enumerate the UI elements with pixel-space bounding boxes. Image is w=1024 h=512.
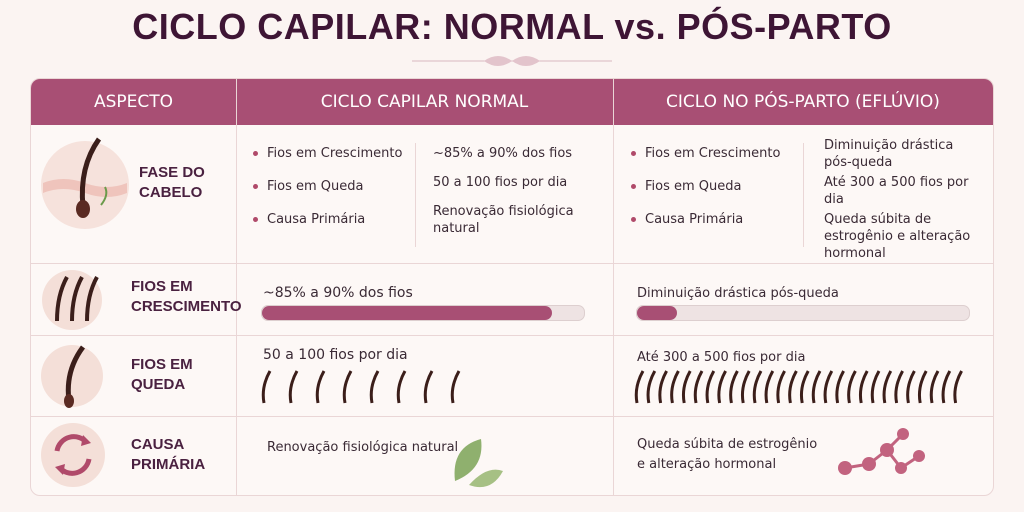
cell-text: 50 a 100 fios por dia <box>263 347 408 363</box>
item: Causa Primária <box>631 211 801 228</box>
hair <box>315 370 326 404</box>
cell-text: Até 300 a 500 fios por dia <box>637 350 806 365</box>
cell-text: ~85% a 90% dos fios <box>263 285 413 301</box>
hair <box>835 370 845 404</box>
cell-text: Queda súbita de estrogênio e alteração h… <box>637 437 818 472</box>
hair <box>288 370 299 404</box>
hair <box>870 370 881 404</box>
hair-strands <box>634 370 963 404</box>
header: ASPECTO <box>31 79 236 125</box>
item: Causa Primária <box>253 211 423 228</box>
items: Fios em Crescimento Fios em Queda Causa Pr… <box>631 145 801 244</box>
cell-text: Diminuição drástica pós-queda <box>637 286 839 301</box>
progress-fill <box>262 306 552 320</box>
icon-molecule <box>838 428 925 475</box>
item: Fios em Crescimento <box>253 145 423 162</box>
divider <box>412 56 612 66</box>
icon-fall <box>41 345 103 408</box>
hair <box>681 370 692 404</box>
hair <box>906 370 916 404</box>
item: Fios em Queda <box>631 178 801 195</box>
icon-cycle <box>41 423 105 487</box>
table: ASPECTO CICLO CAPILAR NORMAL CICLO NO PÓ… <box>30 78 994 496</box>
item: Fios em Crescimento <box>631 145 801 162</box>
divider <box>31 416 993 417</box>
hair <box>670 370 680 404</box>
row-label: FASE DO CABELO <box>139 164 205 201</box>
divider <box>803 143 804 247</box>
divider <box>415 143 416 247</box>
hair <box>261 370 272 404</box>
hair <box>823 370 834 404</box>
item: Fios em Queda <box>253 178 423 195</box>
hair <box>894 370 904 404</box>
progress-fill <box>637 306 677 320</box>
values: ~85% a 90% dos fios 50 a 100 fios por dia… <box>433 145 603 249</box>
hair <box>342 370 353 404</box>
hair <box>799 370 810 404</box>
values: Diminuição drástica pós-queda Até 300 a 5… <box>824 137 984 265</box>
cell-text: Renovação fisiológica natural <box>267 440 459 455</box>
hair <box>752 370 763 404</box>
hair <box>953 370 963 404</box>
hair <box>764 370 775 404</box>
value: Até 300 a 500 fios por dia <box>824 175 969 207</box>
row-label: FIOS EM QUEDA <box>131 356 193 393</box>
icon-leaf <box>454 439 503 488</box>
hair <box>634 370 645 404</box>
hair <box>693 370 704 404</box>
items: Fios em Crescimento Fios em Queda Causa Pr… <box>253 145 423 244</box>
hair <box>705 370 716 404</box>
header: CICLO NO PÓS-PARTO (EFLÚVIO) <box>613 79 993 125</box>
hair <box>811 370 822 404</box>
hair <box>717 370 727 404</box>
title: CICLO CAPILAR: NORMAL vs. PÓS-PARTO <box>132 6 892 47</box>
progress-track <box>261 305 585 321</box>
hair <box>788 370 798 404</box>
hair <box>776 370 786 404</box>
hair <box>450 370 461 404</box>
hair <box>858 370 869 404</box>
icon-follicle <box>41 137 129 229</box>
divider <box>613 79 614 495</box>
value: ~85% a 90% dos fios <box>433 146 573 161</box>
value: 50 a 100 fios por dia <box>433 175 568 190</box>
value: Renovação fisiológica natural <box>433 204 574 236</box>
hair <box>917 370 928 404</box>
divider <box>31 263 993 264</box>
hair <box>929 370 940 404</box>
hair <box>658 370 668 404</box>
hair <box>847 370 857 404</box>
value: Queda súbita de estrogênio e alteração h… <box>824 212 971 261</box>
hair <box>729 370 739 404</box>
value: Diminuição drástica pós-queda <box>824 138 954 170</box>
hair <box>646 370 657 404</box>
hair <box>941 370 952 404</box>
hair <box>882 370 893 404</box>
hair-strands <box>261 370 461 404</box>
row-label: FIOS EM CRESCIMENTO <box>131 278 242 315</box>
hair <box>423 370 434 404</box>
progress-track <box>636 305 970 321</box>
hair <box>740 370 751 404</box>
divider <box>31 335 993 336</box>
row-label: CAUSA PRIMÁRIA <box>131 436 206 473</box>
divider <box>236 79 237 495</box>
hair <box>369 370 380 404</box>
icon-growth <box>42 270 102 330</box>
header: CICLO CAPILAR NORMAL <box>236 79 613 125</box>
hair <box>396 370 407 404</box>
